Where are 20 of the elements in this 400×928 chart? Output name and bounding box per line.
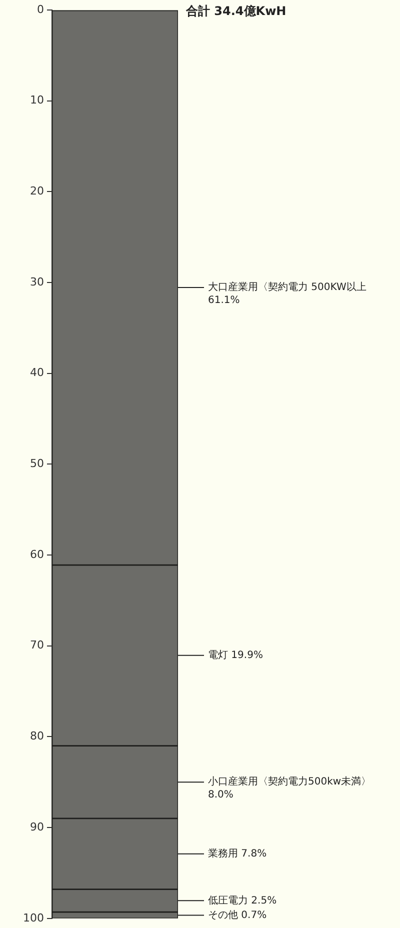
y-tick-label: 60 bbox=[30, 548, 44, 561]
data-label: 8.0% bbox=[208, 790, 234, 801]
y-tick-label: 100 bbox=[22, 911, 44, 924]
text: 大口産業用〈契約電力 500KW以上 bbox=[208, 281, 366, 294]
y-tick-label: 0 bbox=[36, 2, 44, 16]
y-tick-label: 40 bbox=[30, 366, 44, 380]
text: 小口産業用〈契約電力500kw未満〉 bbox=[208, 776, 372, 788]
y-tick-label: 30 bbox=[30, 275, 44, 288]
y-tick-label: 70 bbox=[30, 638, 44, 652]
text: 低圧電力 2.5% bbox=[208, 895, 277, 906]
text: その他 0.7% bbox=[208, 910, 267, 921]
text: 合計 34.4億KwH bbox=[185, 4, 286, 18]
y-tick-label: 50 bbox=[30, 457, 44, 470]
y-tick-label: 90 bbox=[30, 820, 44, 834]
text: 業務用 7.8% bbox=[208, 848, 267, 860]
y-tick-label: 10 bbox=[30, 94, 44, 107]
y-tick-label: 20 bbox=[30, 184, 44, 198]
y-tick-label: 80 bbox=[30, 730, 44, 743]
text: 電灯 19.9% bbox=[208, 650, 263, 662]
data-label: 61.1% bbox=[208, 295, 240, 306]
